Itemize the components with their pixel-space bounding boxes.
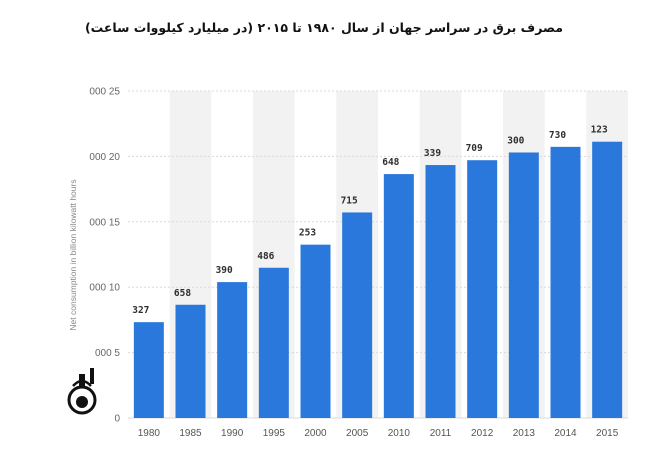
bar — [592, 141, 623, 418]
bar — [508, 152, 539, 418]
y-tick-label: 000 25 — [89, 87, 120, 98]
x-tick-label: 2005 — [346, 428, 369, 439]
data-label: 300 — [507, 135, 524, 146]
institution-logo-icon — [67, 368, 97, 415]
y-tick-label: 000 15 — [89, 217, 120, 228]
y-axis-label: Net consumption in billion kilowatt hour… — [68, 179, 78, 330]
bar — [133, 322, 164, 418]
x-tick-label: 1990 — [221, 428, 244, 439]
data-label: 715 — [341, 195, 358, 206]
x-tick-label: 1980 — [138, 428, 161, 439]
bar — [550, 146, 581, 418]
x-tick-label: 2012 — [471, 428, 494, 439]
y-tick-label: 000 5 — [95, 348, 120, 359]
y-tick-label: 0 — [114, 414, 120, 425]
data-label: 730 — [549, 130, 566, 141]
data-label: 339 — [424, 148, 441, 159]
x-tick-label: 2000 — [304, 428, 327, 439]
y-axis-ticks: 0 000 5 000 10 000 15 000 20 000 25 — [89, 87, 120, 425]
data-label: 390 — [216, 265, 233, 276]
x-tick-label: 2010 — [388, 428, 411, 439]
bar — [467, 160, 498, 418]
bar — [217, 282, 248, 418]
x-tick-label: 1985 — [179, 428, 202, 439]
x-tick-label: 2014 — [554, 428, 577, 439]
grid-lines — [128, 90, 628, 419]
data-label: 123 — [591, 125, 608, 136]
x-tick-label: 2015 — [596, 428, 619, 439]
bar — [300, 244, 331, 418]
data-labels: 327 658 390 486 253 715 648 339 709 300 730 123 — [132, 125, 608, 316]
y-tick-label: 000 10 — [89, 283, 120, 294]
y-tick-label: 000 20 — [89, 152, 120, 163]
chart-title: مصرف برق در سراسر جهان از سال ۱۹۸۰ تا ۲۰… — [84, 20, 564, 35]
bar — [342, 212, 373, 418]
data-label: 709 — [466, 143, 483, 154]
x-axis-ticks: 1980 1985 1990 1995 2000 2005 2010 2011 2012 2013… — [138, 428, 619, 439]
x-tick-label: 2013 — [513, 428, 536, 439]
bar — [175, 304, 206, 418]
data-label: 486 — [257, 251, 274, 262]
data-label: 648 — [382, 157, 399, 168]
x-tick-label: 1995 — [263, 428, 286, 439]
data-label: 253 — [299, 228, 316, 239]
bar — [258, 267, 289, 418]
bar — [383, 174, 414, 418]
bar — [425, 165, 456, 418]
data-label: 327 — [132, 305, 149, 316]
x-tick-label: 2011 — [430, 428, 452, 439]
bars — [133, 141, 623, 418]
data-label: 658 — [174, 288, 191, 299]
